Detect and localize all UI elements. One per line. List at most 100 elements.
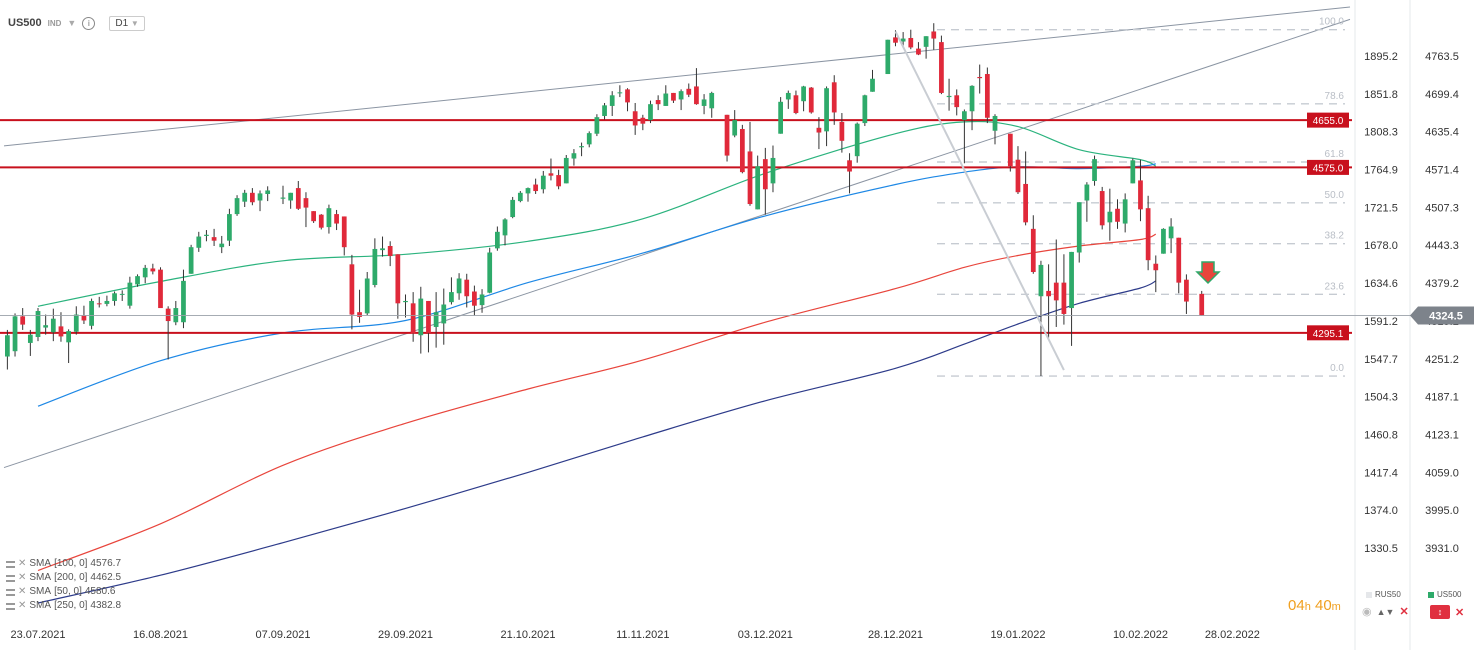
tab-us500[interactable]: US500 xyxy=(1428,590,1461,599)
candle-body xyxy=(770,157,776,184)
legend-item[interactable]: ✕ SMA [50, 0] 4580.6 xyxy=(6,585,121,599)
y-tick-label-secondary: 1460.8 xyxy=(1364,429,1398,441)
axes-layer: 4763.5 1895.2 4699.4 1851.8 4635.4 1808.3 4571… xyxy=(10,0,1459,650)
candle-body xyxy=(27,334,33,343)
candle-down xyxy=(625,88,630,112)
candle-up xyxy=(517,191,523,203)
candle-up xyxy=(1069,251,1074,346)
chevron-down-icon: ▼ xyxy=(130,18,139,28)
y-tick-label-secondary: 1851.8 xyxy=(1364,89,1398,101)
candle-up xyxy=(456,273,462,300)
close-icon[interactable]: ✕ xyxy=(18,600,27,611)
candle-up xyxy=(173,300,179,326)
candle-body xyxy=(5,335,10,357)
close-icon[interactable]: ✕ xyxy=(1455,606,1465,619)
candle-body xyxy=(181,280,186,323)
timeframe-select[interactable]: D1 ▼ xyxy=(109,15,145,31)
candle-body xyxy=(303,198,309,208)
candle-up xyxy=(732,110,738,138)
candle-body xyxy=(227,214,232,241)
close-icon[interactable]: ✕ xyxy=(18,572,27,583)
legend-item[interactable]: ✕ SMA [100, 0] 4576.7 xyxy=(6,557,121,571)
candle-body xyxy=(211,237,217,241)
candle-body xyxy=(916,48,921,55)
candle-up xyxy=(372,238,378,288)
candle-body xyxy=(372,248,378,286)
candle-body xyxy=(1130,160,1136,184)
sort-icon[interactable]: ▲▼ xyxy=(1376,606,1395,617)
candle-up xyxy=(900,32,906,47)
candle-down xyxy=(96,296,102,308)
candle-up xyxy=(540,170,546,194)
candle-down xyxy=(556,169,561,190)
settings-icon[interactable]: ↕ xyxy=(1430,605,1450,619)
candle-down xyxy=(334,209,339,231)
candle-up xyxy=(280,185,286,205)
y-tick-label-price: 4635.4 xyxy=(1425,127,1459,139)
fib-level-label: 38.2 xyxy=(1325,231,1345,242)
candle-down xyxy=(1145,195,1151,271)
candle-down xyxy=(349,254,355,330)
candle-up xyxy=(204,230,209,242)
x-tick-label: 11.11.2021 xyxy=(616,629,669,641)
legend-item[interactable]: ✕ SMA [250, 0] 4382.8 xyxy=(6,599,121,613)
candle-up xyxy=(142,264,148,284)
candle-body xyxy=(533,184,539,192)
eye-icon[interactable]: ◉ xyxy=(1362,606,1372,618)
candle-down xyxy=(747,121,753,206)
candle-body xyxy=(946,95,952,98)
candle-body xyxy=(1184,279,1189,302)
x-tick-label: 03.12.2021 xyxy=(738,629,793,641)
candle-up xyxy=(265,186,271,202)
candle-body xyxy=(387,246,393,257)
candle-up xyxy=(510,196,516,219)
x-tick-label: 10.02.2022 xyxy=(1113,629,1168,641)
legend-item-params: [50, 0] xyxy=(54,586,82,597)
close-icon[interactable]: ✕ xyxy=(1399,606,1409,618)
candle-body xyxy=(962,111,967,121)
candle-up xyxy=(594,114,600,137)
candle-up xyxy=(923,36,929,59)
candle-down xyxy=(533,178,539,194)
candle-down xyxy=(847,153,852,194)
candle-up xyxy=(89,298,94,330)
tab-color-dot xyxy=(1428,591,1434,598)
down-arrow-icon xyxy=(1195,261,1221,285)
candle-body xyxy=(1115,208,1120,222)
close-icon[interactable]: ✕ xyxy=(18,586,27,597)
candle-body xyxy=(12,316,18,352)
candle-body xyxy=(655,100,661,105)
info-icon[interactable]: i xyxy=(82,16,96,30)
y-tick-label-price: 4059.0 xyxy=(1425,467,1459,479)
candle-body xyxy=(824,88,829,132)
candle-down xyxy=(1061,254,1067,325)
tab-rus50[interactable]: RUS50 xyxy=(1366,590,1401,599)
candle-up xyxy=(1130,158,1136,184)
trendline-layer xyxy=(894,31,1065,371)
level-label: 4575.0 xyxy=(1313,163,1344,174)
candle-up xyxy=(854,122,860,163)
candle-body xyxy=(196,236,202,248)
candle-body xyxy=(1053,282,1059,301)
y-tick-label-price: 4443.3 xyxy=(1425,240,1459,252)
candle-up xyxy=(135,274,140,287)
price-labels-layer: 4324.5 xyxy=(0,306,1474,325)
chevron-down-icon[interactable]: ▼ xyxy=(67,18,77,28)
candle-up xyxy=(449,277,454,305)
candle-down xyxy=(1184,274,1189,314)
sma-line-2 xyxy=(37,163,1156,407)
candle-body xyxy=(517,192,523,202)
close-icon[interactable]: ✕ xyxy=(18,558,27,569)
candle-up xyxy=(1092,155,1097,186)
candle-up xyxy=(43,314,49,335)
legend-item[interactable]: ✕ SMA [200, 0] 4462.5 xyxy=(6,571,121,585)
symbol-name[interactable]: US500 xyxy=(8,17,42,29)
candle-up xyxy=(885,39,891,75)
candle-down xyxy=(295,180,301,210)
timer-minutes-unit: m xyxy=(1331,601,1341,613)
candle-body xyxy=(563,157,569,184)
candle-body xyxy=(870,78,875,92)
candle-up xyxy=(188,244,194,274)
candle-up xyxy=(602,102,607,120)
